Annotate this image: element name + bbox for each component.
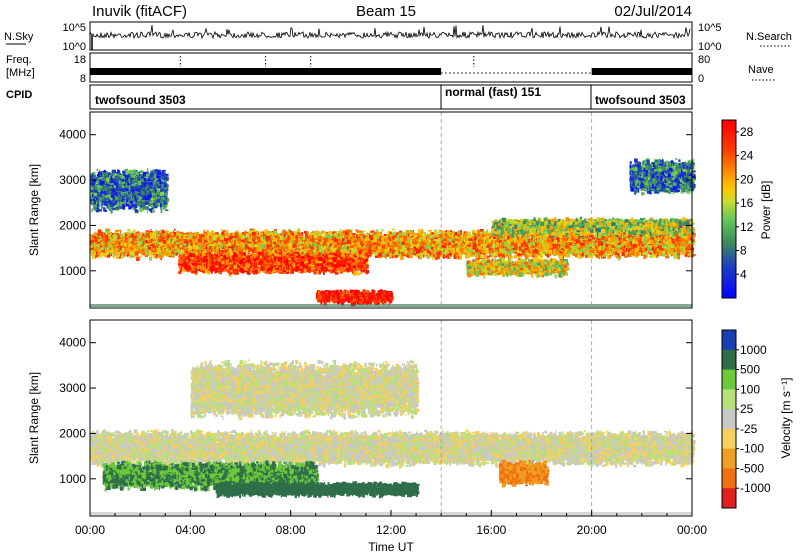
scatter-cell bbox=[174, 229, 175, 231]
nsky-label: N.Sky bbox=[4, 31, 34, 43]
beam-title: Beam 15 bbox=[356, 3, 416, 20]
freq-ytick-top: 18 bbox=[74, 54, 86, 66]
freq-ytick-bottom: 8 bbox=[80, 73, 86, 85]
nave-tick-bottom: 0 bbox=[698, 73, 704, 85]
nsky-rtick-top: 10^5 bbox=[698, 22, 722, 34]
cpid-label: CPID bbox=[6, 89, 32, 101]
cpid-panel: CPID twofsound 3503 normal (fast) 151 tw… bbox=[6, 85, 692, 109]
nsky-ytick-top: 10^5 bbox=[62, 22, 86, 34]
nsky-trace bbox=[90, 25, 690, 50]
nsky-panel: N.Sky 10^5 10^0 10^5 10^0 N.Search bbox=[4, 22, 792, 53]
freq-band-segment bbox=[90, 68, 441, 75]
nave-tick-top: 80 bbox=[698, 54, 710, 66]
freq-label: Freq. bbox=[6, 54, 32, 66]
station-title: Inuvik (fitACF) bbox=[92, 3, 187, 20]
nave-label: Nave bbox=[748, 64, 774, 76]
freq-band-segment bbox=[592, 68, 692, 75]
radar-figure: Inuvik (fitACF) Beam 15 02/Jul/2014 N.Sk… bbox=[0, 0, 800, 554]
freq-trace bbox=[90, 56, 692, 75]
nsky-frame bbox=[90, 22, 692, 50]
nsky-line bbox=[90, 25, 690, 38]
cpid-segment-2: normal (fast) 151 bbox=[445, 85, 541, 99]
nsky-ytick-bottom: 10^0 bbox=[62, 41, 86, 53]
freq-unit: [MHz] bbox=[6, 67, 35, 79]
cpid-segment-3: twofsound 3503 bbox=[595, 93, 686, 107]
date-title: 02/Jul/2014 bbox=[614, 3, 692, 20]
freq-panel: Freq. [MHz] 18 8 80 0 Nave bbox=[6, 53, 776, 85]
scatter-cell bbox=[665, 255, 669, 258]
power-scatter bbox=[90, 112, 696, 308]
nsearch-label: N.Search bbox=[746, 31, 792, 43]
cpid-segment-1: twofsound 3503 bbox=[95, 93, 186, 107]
scatter-cell bbox=[133, 230, 135, 232]
nsky-rtick-bottom: 10^0 bbox=[698, 41, 722, 53]
